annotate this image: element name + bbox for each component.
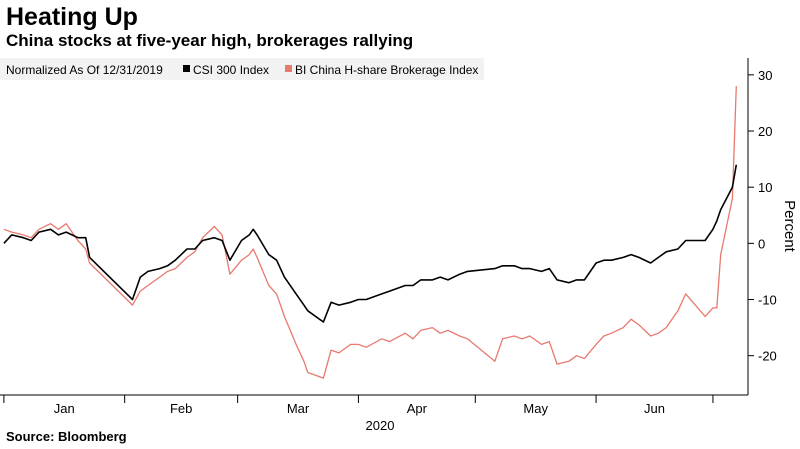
- legend-label-csi-300: CSI 300 Index: [193, 63, 269, 77]
- legend-note: Normalized As Of 12/31/2019: [6, 63, 163, 77]
- x-tick-label: Jan: [54, 401, 75, 416]
- chart-title: Heating Up: [6, 3, 138, 31]
- legend-swatch-brokerage: [285, 65, 292, 72]
- y-tick-label: 10: [758, 180, 772, 195]
- source-note: Source: Bloomberg: [6, 429, 127, 444]
- y-axis-ticks: 30 20 10 0 -10 -20: [748, 68, 777, 364]
- x-tick-label: Feb: [170, 401, 192, 416]
- legend-swatch-csi-300: [183, 65, 190, 72]
- legend-label-brokerage: BI China H-share Brokerage Index: [295, 63, 478, 77]
- series-line-brokerage: [3, 86, 737, 379]
- x-tick-label: May: [523, 401, 548, 416]
- series-layer: [3, 86, 738, 379]
- y-tick-label: 20: [758, 124, 772, 139]
- y-tick-label: -20: [758, 349, 777, 364]
- y-axis-label: Percent: [781, 200, 798, 253]
- legend-background: [0, 58, 484, 80]
- legend: Normalized As Of 12/31/2019 CSI 300 Inde…: [0, 58, 484, 80]
- y-tick-label: 30: [758, 68, 772, 83]
- series-line-csi-300: [3, 164, 738, 323]
- y-tick-label: -10: [758, 293, 777, 308]
- x-axis-label: 2020: [366, 418, 395, 433]
- y-tick-label: 0: [758, 236, 765, 251]
- chart-subtitle: China stocks at five-year high, brokerag…: [6, 31, 414, 50]
- x-tick-label: Jun: [644, 401, 665, 416]
- x-tick-label: Mar: [287, 401, 310, 416]
- x-axis-ticks: Jan Feb Mar Apr May Jun: [3, 395, 714, 416]
- x-tick-label: Apr: [407, 401, 428, 416]
